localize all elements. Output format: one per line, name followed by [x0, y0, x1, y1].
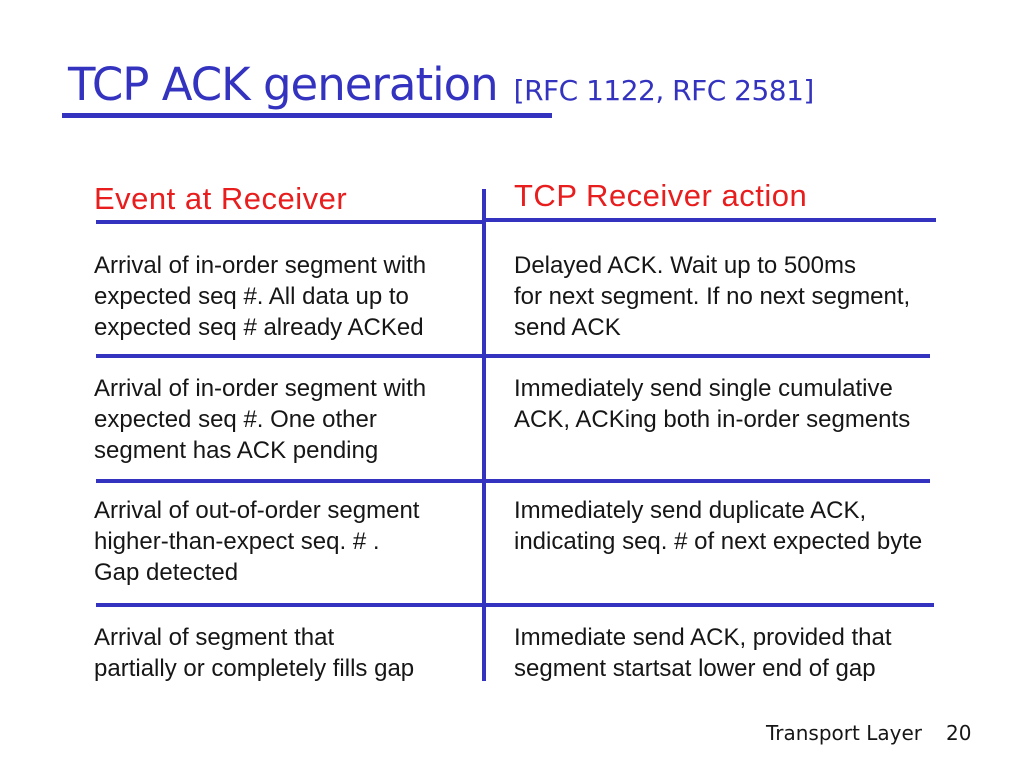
- slide-footer: Transport Layer 20: [766, 721, 971, 745]
- footer-label: Transport Layer: [766, 721, 922, 745]
- title-underline: [62, 113, 552, 118]
- cell-event-row4: Arrival of segment that partially or com…: [94, 624, 415, 682]
- cell-action-row1: Delayed ACK. Wait up to 500ms for next s…: [514, 252, 911, 341]
- header-underline-left: [96, 220, 486, 224]
- row-separator-1: [96, 354, 930, 358]
- row-separator-2: [96, 479, 930, 483]
- column-header-event: Event at Receiver: [94, 181, 348, 216]
- header-underline-right: [484, 218, 936, 222]
- row-separator-3: [96, 603, 934, 607]
- slide-title-row: TCP ACK generation [RFC 1122, RFC 2581]: [68, 58, 814, 111]
- slide-title-reference: [RFC 1122, RFC 2581]: [513, 74, 815, 107]
- cell-action-row4: Immediate send ACK, provided that segmen…: [514, 624, 892, 682]
- column-header-action: TCP Receiver action: [514, 178, 808, 213]
- cell-event-row3: Arrival of out-of-order segment higher-t…: [94, 497, 420, 586]
- cell-action-row2: Immediately send single cumulative ACK, …: [514, 375, 911, 433]
- cell-event-row1: Arrival of in-order segment with expecte…: [94, 252, 427, 341]
- column-divider: [482, 189, 486, 681]
- page-number: 20: [945, 721, 972, 745]
- cell-event-row2: Arrival of in-order segment with expecte…: [94, 375, 427, 464]
- cell-action-row3: Immediately send duplicate ACK, indicati…: [514, 497, 923, 555]
- slide-title: TCP ACK generation: [68, 58, 499, 111]
